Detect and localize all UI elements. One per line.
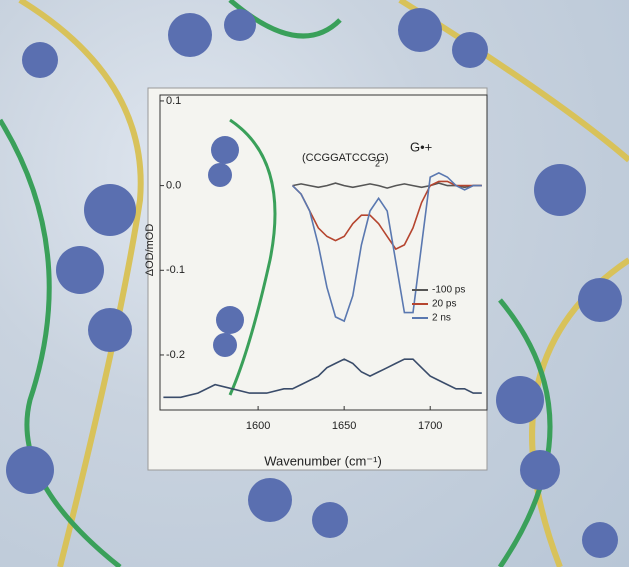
x-axis-label: Wavenumber (cm⁻¹) bbox=[264, 453, 382, 468]
y-tick-label: -0.2 bbox=[166, 349, 185, 361]
x-tick-label: 1700 bbox=[418, 420, 442, 432]
species-label: G•+ bbox=[410, 139, 432, 154]
y-tick-label: 0.1 bbox=[166, 95, 181, 107]
inset-frame bbox=[147, 87, 488, 471]
x-tick-label: 1650 bbox=[332, 420, 356, 432]
legend-label: 2 ns bbox=[432, 313, 451, 324]
series-line bbox=[291, 180, 482, 251]
y-axis-label: ΔOD/mOD bbox=[144, 224, 156, 277]
dna-illustration bbox=[208, 118, 277, 396]
legend-label: -100 ps bbox=[432, 285, 465, 296]
sequence-subscript: 2 bbox=[375, 158, 380, 168]
y-tick-label: 0.0 bbox=[166, 180, 181, 192]
series-line bbox=[291, 172, 482, 323]
plot-frame bbox=[159, 94, 488, 411]
sequence-label: (CCGGATCCGG) bbox=[302, 152, 389, 164]
series-line bbox=[163, 358, 482, 399]
x-tick-label: 1600 bbox=[246, 420, 270, 432]
y-tick-label: -0.1 bbox=[166, 264, 185, 276]
legend-label: 20 ps bbox=[432, 299, 456, 310]
series-line bbox=[292, 182, 482, 189]
